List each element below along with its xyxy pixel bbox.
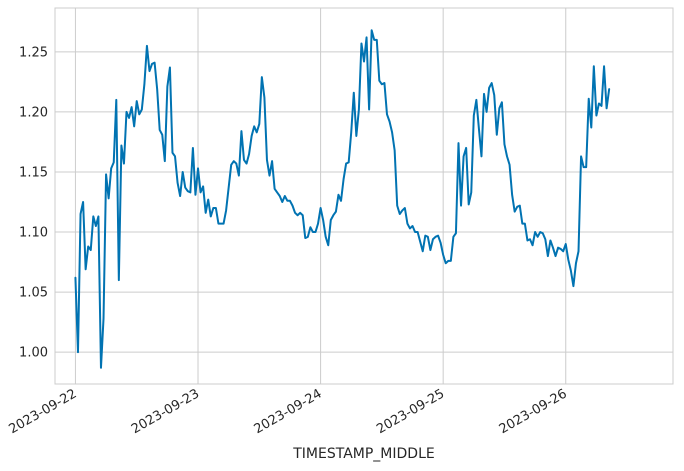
plot-area [54, 7, 674, 385]
y-tick-label-2: 1.10 [19, 226, 48, 241]
y-tick-label-3: 1.15 [19, 165, 48, 180]
x-axis-label: TIMESTAMP_MIDDLE [292, 446, 434, 462]
x-tick-label-0: 2023-09-22 [6, 386, 79, 437]
x-tick-label-3: 2023-09-25 [374, 386, 447, 437]
x-tick-label-4: 2023-09-26 [497, 386, 570, 437]
x-tick-label-1: 2023-09-23 [129, 386, 202, 437]
gridlines [55, 8, 673, 384]
y-tick-label-1: 1.05 [19, 286, 48, 301]
x-tick-label-2: 2023-09-24 [252, 386, 325, 437]
x-axis: 2023-09-22 2023-09-23 2023-09-24 2023-09-25… [6, 386, 569, 437]
series-layer [74, 29, 611, 369]
y-tick-label-4: 1.20 [19, 105, 48, 120]
y-axis: 1.00 1.05 1.10 1.15 1.20 1.25 [19, 45, 48, 360]
y-tick-label-5: 1.25 [19, 45, 48, 60]
y-tick-label-0: 1.00 [19, 346, 48, 361]
series-line-0 [74, 29, 611, 369]
